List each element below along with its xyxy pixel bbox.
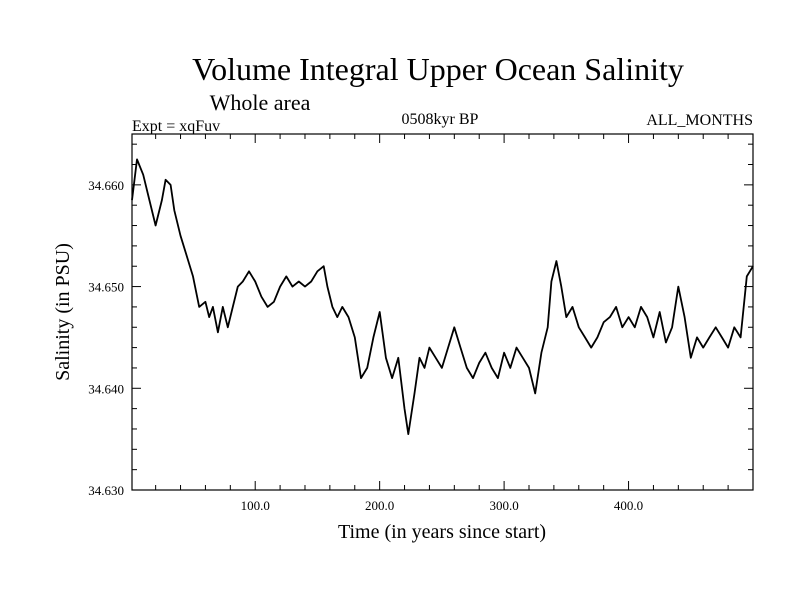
x-tick-label: 400.0 bbox=[614, 498, 643, 513]
axis-ticks bbox=[132, 134, 753, 491]
plot-frame bbox=[131, 133, 754, 491]
y-tick-label: 34.660 bbox=[88, 178, 124, 193]
y-tick-label: 34.650 bbox=[88, 280, 124, 295]
x-tick-label: 200.0 bbox=[365, 498, 394, 513]
chart-title: Volume Integral Upper Ocean Salinity bbox=[192, 51, 684, 87]
axis-tick-labels: 100.0 200.0 300.0 400.0 34.630 34.640 34.650 34… bbox=[88, 178, 643, 513]
plot-area bbox=[131, 133, 754, 491]
experiment-label: Expt = xqFuv bbox=[132, 118, 220, 135]
x-axis-label: Time (in years since start) bbox=[338, 521, 546, 543]
x-tick-label: 100.0 bbox=[241, 498, 270, 513]
y-tick-label: 34.640 bbox=[88, 381, 124, 396]
y-tick-label: 34.630 bbox=[88, 483, 124, 498]
x-tick-label: 300.0 bbox=[489, 498, 518, 513]
chart-subtitle: Whole area bbox=[210, 90, 311, 115]
period-label: 0508kyr BP bbox=[402, 111, 479, 128]
y-axis-label: Salinity (in PSU) bbox=[52, 243, 74, 381]
salinity-series-line bbox=[131, 158, 754, 435]
months-label: ALL_MONTHS bbox=[646, 112, 753, 129]
